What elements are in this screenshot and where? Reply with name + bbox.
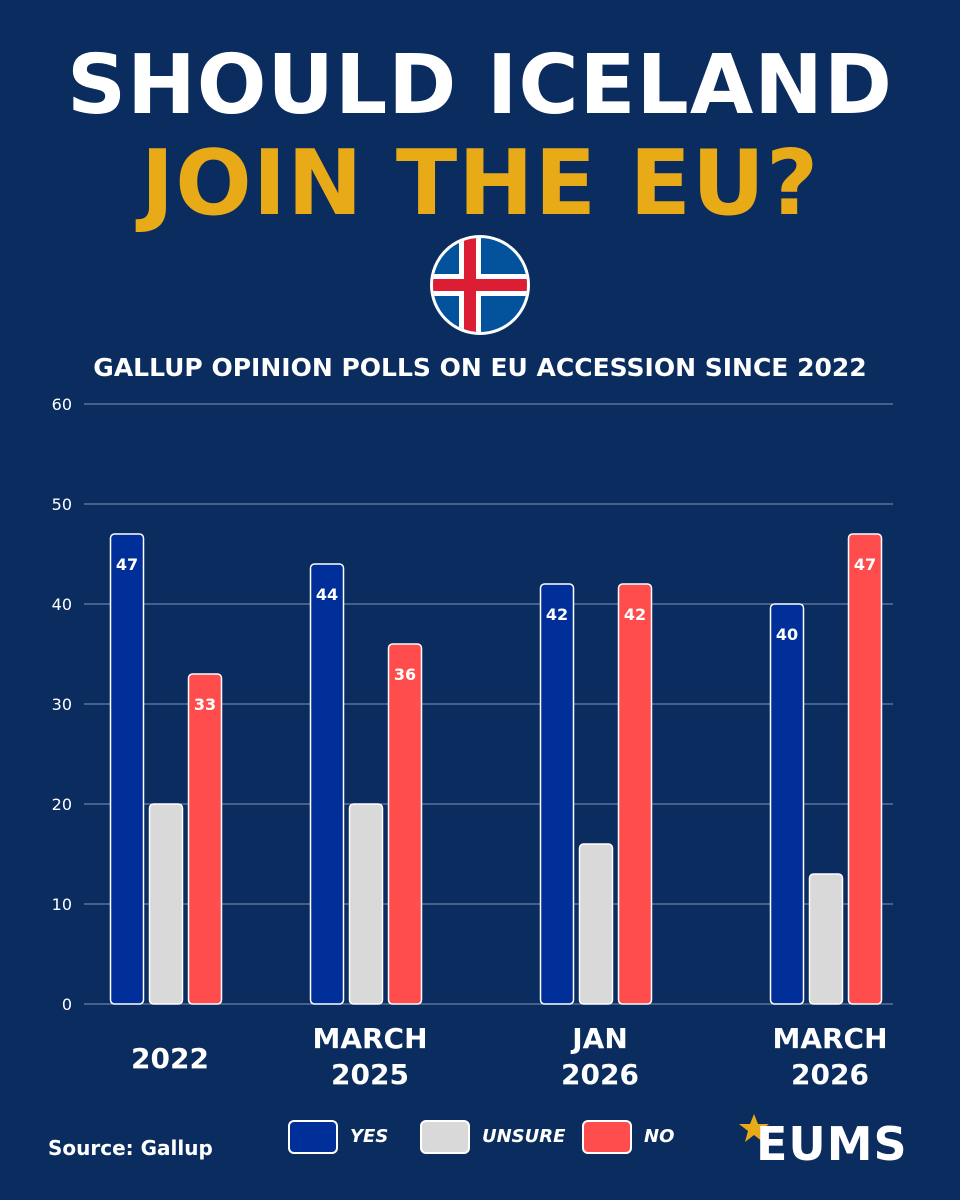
legend-label-yes: YES <box>350 1126 389 1147</box>
bar-no <box>847 533 883 1005</box>
data-label-yes: 40 <box>776 625 798 644</box>
x-category-label: 2022 <box>131 1042 209 1075</box>
bar-no <box>387 643 423 1005</box>
x-category-label: 2026 <box>791 1058 869 1091</box>
bar-unsure <box>808 873 844 1005</box>
bar-yes <box>109 533 145 1005</box>
x-category-label: 2025 <box>331 1058 409 1091</box>
y-tick-label: 30 <box>52 695 72 714</box>
y-tick-label: 50 <box>52 495 72 514</box>
bar-yes <box>769 603 805 1005</box>
y-tick-label: 10 <box>52 895 72 914</box>
data-label-yes: 44 <box>316 585 338 604</box>
bar-unsure <box>348 803 384 1005</box>
data-label-no: 47 <box>854 555 876 574</box>
eums-logo: EUMS <box>738 1112 907 1172</box>
y-tick-label: 40 <box>52 595 72 614</box>
star-icon <box>739 1114 769 1142</box>
x-category-label: MARCH <box>772 1022 887 1055</box>
y-tick-label: 60 <box>52 395 72 414</box>
title-line-2: JOIN THE EU? <box>140 131 820 236</box>
bar-yes <box>539 583 575 1005</box>
data-label-no: 36 <box>394 665 416 684</box>
bar-no <box>187 673 223 1005</box>
bar-unsure <box>578 843 614 1005</box>
bar-unsure <box>148 803 184 1005</box>
legend-swatch-no <box>582 1120 632 1154</box>
legend-swatch-unsure <box>420 1120 470 1154</box>
legend-label-no: NO <box>644 1126 675 1147</box>
logo-text: EUMS <box>756 1117 908 1171</box>
legend-swatch-yes <box>288 1120 338 1154</box>
legend-label-unsure: UNSURE <box>482 1126 566 1147</box>
x-category-label: JAN <box>570 1022 628 1055</box>
bar-no <box>617 583 653 1005</box>
data-label-yes: 42 <box>546 605 568 624</box>
chart-title: GALLUP OPINION POLLS ON EU ACCESSION SIN… <box>93 353 867 382</box>
title-line-1: SHOULD ICELAND <box>67 38 893 133</box>
data-label-no: 42 <box>624 605 646 624</box>
data-label-no: 33 <box>194 695 216 714</box>
x-category-label: 2026 <box>561 1058 639 1091</box>
bar-yes <box>309 563 345 1005</box>
x-category-label: MARCH <box>312 1022 427 1055</box>
data-label-yes: 47 <box>116 555 138 574</box>
source-note: Source: Gallup <box>48 1136 213 1160</box>
iceland-flag-icon <box>430 235 530 335</box>
y-tick-label: 20 <box>52 795 72 814</box>
y-tick-label: 0 <box>62 995 72 1014</box>
